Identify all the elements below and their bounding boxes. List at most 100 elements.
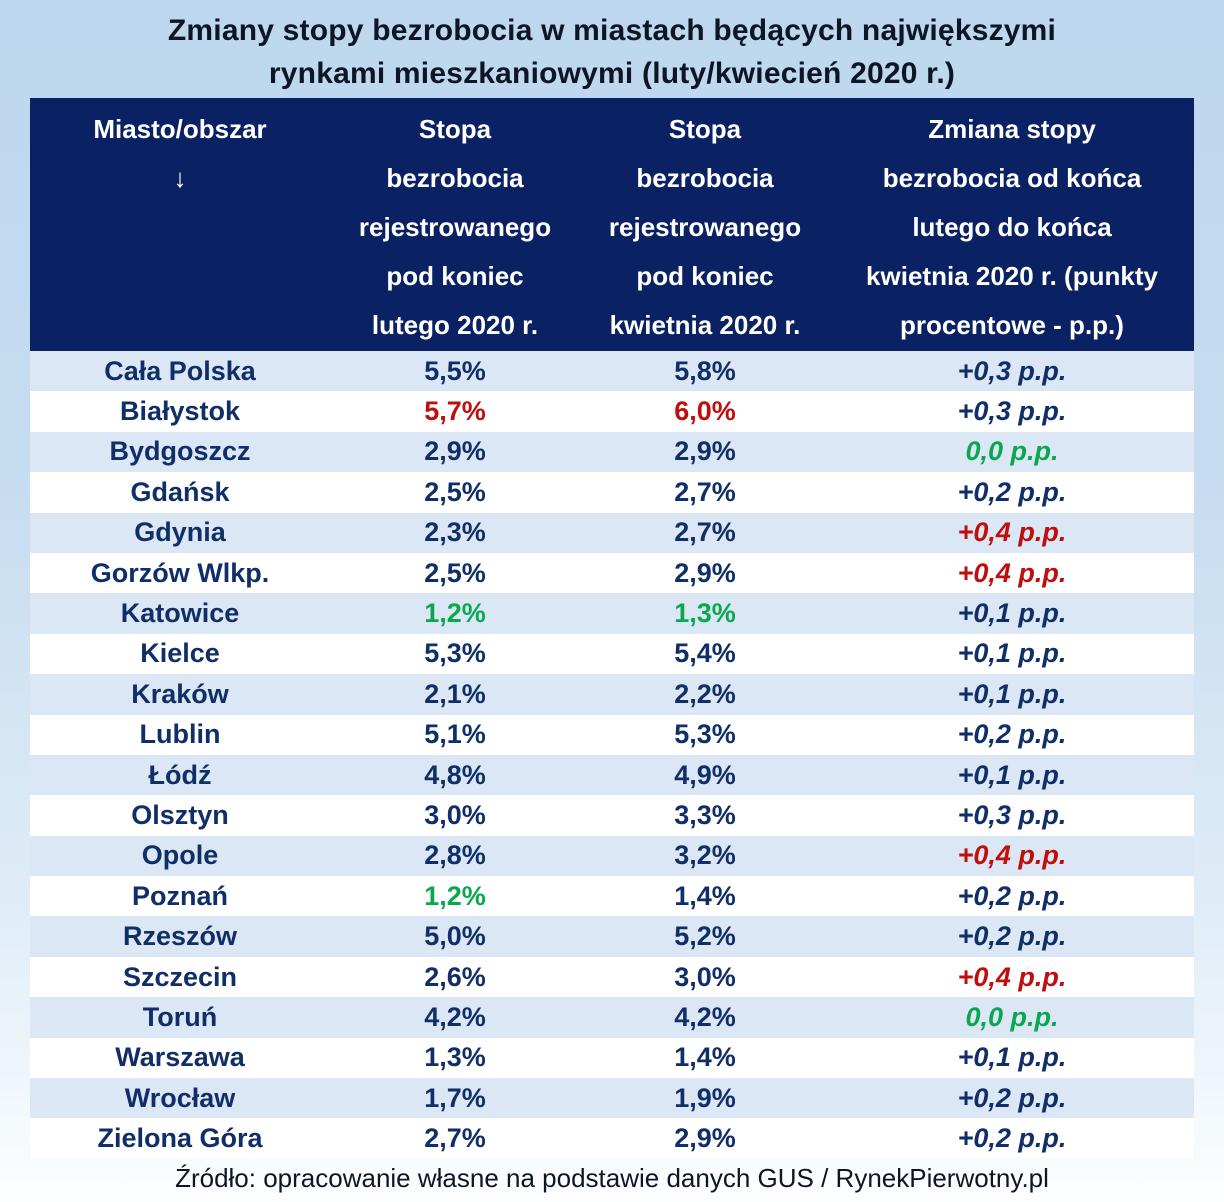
city-cell: Olsztyn bbox=[131, 799, 229, 830]
change-cell: +0,1 p.p. bbox=[957, 759, 1067, 790]
change-cell: +0,2 p.p. bbox=[957, 719, 1067, 750]
april-rate-cell: 2,9% bbox=[674, 436, 736, 467]
table-row: Kielce 5,3% 5,4% +0,1 p.p. bbox=[30, 633, 1194, 675]
february-rate-cell: 2,5% bbox=[424, 476, 486, 507]
change-cell: +0,1 p.p. bbox=[957, 598, 1067, 629]
april-rate-cell: 2,7% bbox=[674, 476, 736, 507]
change-cell: +0,2 p.p. bbox=[957, 1123, 1067, 1154]
table-row: Zielona Góra 2,7% 2,9% +0,2 p.p. bbox=[30, 1118, 1194, 1159]
change-cell: +0,4 p.p. bbox=[957, 961, 1067, 992]
april-rate-cell: 1,3% bbox=[674, 598, 736, 629]
city-cell: Kielce bbox=[140, 638, 220, 669]
city-cell: Cała Polska bbox=[104, 355, 256, 386]
april-rate-cell: 5,2% bbox=[674, 921, 736, 952]
header-april-column: Stopa bezrobocia rejestrowanego pod koni… bbox=[608, 114, 802, 340]
unemployment-table: Miasto/obszar ↓ Stopa bezrobocia rejestr… bbox=[30, 98, 1194, 1159]
change-cell: +0,4 p.p. bbox=[957, 517, 1067, 548]
table-row: Wrocław 1,7% 1,9% +0,2 p.p. bbox=[30, 1078, 1194, 1119]
table-row: Olsztyn 3,0% 3,3% +0,3 p.p. bbox=[30, 795, 1194, 836]
city-cell: Gorzów Wlkp. bbox=[90, 557, 270, 588]
city-cell: Gdańsk bbox=[130, 476, 230, 507]
table-header: Miasto/obszar ↓ Stopa bezrobocia rejestr… bbox=[30, 98, 1194, 351]
april-rate-cell: 2,7% bbox=[674, 517, 736, 548]
table-body: Cała Polska 5,5% 5,8% +0,3 p.p. Białystok 5,7… bbox=[30, 351, 1194, 1159]
change-cell: +0,1 p.p. bbox=[957, 638, 1067, 669]
city-cell: Wrocław bbox=[124, 1082, 236, 1113]
change-cell: +0,2 p.p. bbox=[957, 1082, 1067, 1113]
february-rate-cell: 5,7% bbox=[424, 396, 486, 427]
table-row: Toruń 4,2% 4,2% 0,0 p.p. bbox=[30, 997, 1194, 1038]
table-row: Kraków 2,1% 2,2% +0,1 p.p. bbox=[30, 674, 1194, 715]
page-title: Zmiany stopy bezrobocia w miastach będąc… bbox=[167, 14, 1057, 90]
april-rate-cell: 2,9% bbox=[674, 1123, 736, 1154]
header-city-column: Miasto/obszar ↓ bbox=[93, 114, 267, 193]
april-rate-cell: 6,0% bbox=[674, 396, 736, 427]
city-cell: Rzeszów bbox=[122, 921, 238, 952]
april-rate-cell: 3,2% bbox=[674, 840, 736, 871]
city-cell: Lublin bbox=[139, 719, 221, 750]
city-cell: Opole bbox=[141, 840, 219, 871]
april-rate-cell: 2,9% bbox=[674, 557, 736, 588]
february-rate-cell: 2,6% bbox=[424, 961, 486, 992]
april-rate-cell: 3,0% bbox=[674, 961, 736, 992]
table-row: Bydgoszcz 2,9% 2,9% 0,0 p.p. bbox=[30, 431, 1194, 473]
header-change-column: Zmiana stopy bezrobocia od końca lutego … bbox=[866, 114, 1158, 340]
change-cell: 0,0 p.p. bbox=[965, 1001, 1059, 1032]
table-row: Łódź 4,8% 4,9% +0,1 p.p. bbox=[30, 754, 1194, 796]
february-rate-cell: 5,0% bbox=[424, 921, 486, 952]
city-cell: Zielona Góra bbox=[97, 1123, 263, 1154]
table-row: Lublin 5,1% 5,3% +0,2 p.p. bbox=[30, 714, 1194, 755]
change-cell: +0,3 p.p. bbox=[957, 355, 1067, 386]
february-rate-cell: 3,0% bbox=[424, 799, 486, 830]
change-cell: +0,3 p.p. bbox=[957, 396, 1067, 427]
april-rate-cell: 5,3% bbox=[674, 719, 736, 750]
february-rate-cell: 4,8% bbox=[424, 759, 486, 790]
table-row: Gorzów Wlkp. 2,5% 2,9% +0,4 p.p. bbox=[30, 552, 1194, 594]
february-rate-cell: 4,2% bbox=[424, 1001, 486, 1032]
table-row: Gdynia 2,3% 2,7% +0,4 p.p. bbox=[30, 512, 1194, 553]
april-rate-cell: 5,4% bbox=[674, 638, 736, 669]
city-cell: Poznań bbox=[131, 880, 228, 911]
february-rate-cell: 2,8% bbox=[424, 840, 486, 871]
table-row: Cała Polska 5,5% 5,8% +0,3 p.p. bbox=[30, 351, 1194, 392]
city-cell: Łódź bbox=[148, 759, 212, 790]
city-cell: Szczecin bbox=[122, 961, 238, 992]
table-row: Poznań 1,2% 1,4% +0,2 p.p. bbox=[30, 876, 1194, 917]
february-rate-cell: 1,2% bbox=[424, 598, 486, 629]
table-row: Szczecin 2,6% 3,0% +0,4 p.p. bbox=[30, 956, 1194, 998]
february-rate-cell: 5,1% bbox=[424, 719, 486, 750]
change-cell: +0,2 p.p. bbox=[957, 880, 1067, 911]
april-rate-cell: 1,4% bbox=[674, 1042, 736, 1073]
city-cell: Katowice bbox=[120, 598, 240, 629]
change-cell: +0,4 p.p. bbox=[957, 840, 1067, 871]
april-rate-cell: 4,2% bbox=[674, 1001, 736, 1032]
change-cell: +0,2 p.p. bbox=[957, 476, 1067, 507]
february-rate-cell: 1,7% bbox=[424, 1082, 486, 1113]
change-cell: +0,4 p.p. bbox=[957, 557, 1067, 588]
april-rate-cell: 1,4% bbox=[674, 880, 736, 911]
table-row: Białystok 5,7% 6,0% +0,3 p.p. bbox=[30, 391, 1194, 432]
february-rate-cell: 5,5% bbox=[424, 355, 486, 386]
city-cell: Warszawa bbox=[115, 1042, 245, 1073]
city-cell: Gdynia bbox=[134, 517, 226, 548]
change-cell: +0,2 p.p. bbox=[957, 921, 1067, 952]
february-rate-cell: 5,3% bbox=[424, 638, 486, 669]
april-rate-cell: 5,8% bbox=[674, 355, 736, 386]
city-cell: Kraków bbox=[131, 678, 229, 709]
city-cell: Bydgoszcz bbox=[109, 436, 251, 467]
table-row: Opole 2,8% 3,2% +0,4 p.p. bbox=[30, 835, 1194, 877]
change-cell: 0,0 p.p. bbox=[965, 436, 1059, 467]
february-rate-cell: 1,3% bbox=[424, 1042, 486, 1073]
change-cell: +0,1 p.p. bbox=[957, 1042, 1067, 1073]
header-february-column: Stopa bezrobocia rejestrowanego pod koni… bbox=[358, 114, 552, 340]
city-cell: Białystok bbox=[119, 396, 241, 427]
source-note: Źródło: opracowanie własne na podstawie … bbox=[175, 1163, 1049, 1193]
february-rate-cell: 2,9% bbox=[424, 436, 486, 467]
april-rate-cell: 2,2% bbox=[674, 678, 736, 709]
february-rate-cell: 2,3% bbox=[424, 517, 486, 548]
april-rate-cell: 4,9% bbox=[674, 759, 736, 790]
city-cell: Toruń bbox=[142, 1001, 218, 1032]
february-rate-cell: 2,1% bbox=[424, 678, 486, 709]
table-row: Warszawa 1,3% 1,4% +0,1 p.p. bbox=[30, 1037, 1194, 1079]
